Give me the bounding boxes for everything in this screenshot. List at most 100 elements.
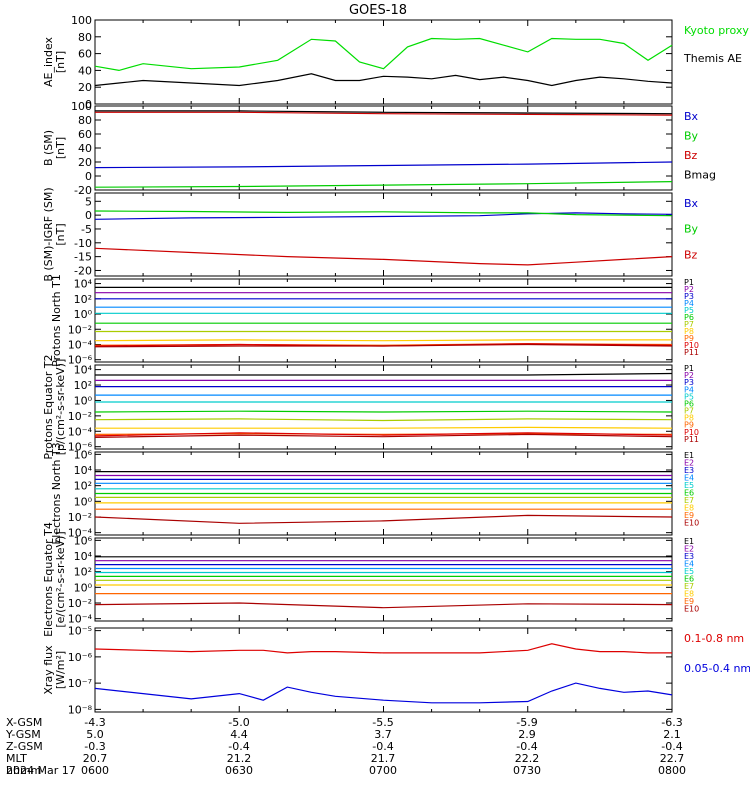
panel-6: 10⁶ 10⁴ 10² 10⁰ 10⁻² 10⁻⁴ Electrons North T3 E1… [50,442,699,544]
series-line-bz [94,247,673,266]
orbit-value: 5.0 [86,728,104,741]
legend-label: P5 [684,306,694,315]
y-axis-unit-label: [p/(cm²-s-sr-keV)] [54,359,67,456]
y-tick-label: 100 [71,14,92,27]
y-tick-label: 10⁻⁶ [68,651,93,664]
legend-label: Bx [684,197,699,210]
series-line-e10 [94,602,673,609]
legend-label: P4 [684,385,694,394]
y-tick-label: 10⁻² [68,597,92,610]
series-line-bx [94,161,673,169]
legend-label: P10 [684,341,699,350]
y-tick-label: 10² [74,566,92,579]
y-axis-unit-label: [e/(cm²-s-sr-keV)] [54,531,67,627]
orbit-row-z-gsm: Z-GSM -0.3 -0.4 -0.4 -0.4 -0.4 [0,740,750,753]
series-line-p8 [95,426,673,429]
legend-label: E5 [684,567,694,576]
y-tick-label: 10² [74,293,92,306]
legend-label: E6 [684,489,694,498]
legend-label: E7 [684,582,694,591]
y-axis-label: B (SM) [42,130,55,166]
legend-label: E2 [684,545,694,554]
legend-label: Bz [684,149,698,162]
y-tick-label: 0 [85,98,92,111]
legend-label: Themis AE [683,52,742,65]
legend-label: 0.05-0.4 nm [684,662,750,675]
y-axis-unit-label: [nT] [54,223,67,245]
legend-label: E8 [684,504,694,513]
y-tick-label: -5 [81,223,92,236]
y-tick-label: 10⁰ [74,581,93,594]
y-tick-label: 10⁴ [74,464,93,477]
series-line-e10 [94,514,673,524]
y-tick-label: 10⁻⁴ [68,338,93,351]
legend-label: By [684,130,699,143]
legend-label: E3 [684,552,694,561]
y-tick-label: 10⁻⁶ [68,441,93,454]
orbit-value: -5.9 [516,716,538,729]
orbit-table: X-GSM -4.3 -5.0 -5.5 -5.9 -6.3 Y-GSM 5.0 4.4 3.7 2… [0,716,750,800]
legend-label: P2 [684,371,694,380]
y-axis-label: B (SM)-IGRF (SM) [42,187,55,281]
y-tick-label: 0 [85,209,92,222]
y-tick-label: 5 [85,195,92,208]
orbit-row-label: X-GSM [6,716,43,729]
orbit-row-x-gsm: X-GSM -4.3 -5.0 -5.5 -5.9 -6.3 [0,716,750,729]
legend-label: P7 [684,320,694,329]
panel-frame [94,19,673,105]
y-tick-label: -15 [74,251,92,264]
panel-frame [94,192,673,277]
y-tick-label: 10⁰ [74,308,93,321]
legend-label: E8 [684,590,694,599]
y-axis-label: Electrons Equator T4 [42,522,55,637]
legend-label: P8 [684,414,694,423]
y-tick-label: 10⁻² [68,410,92,423]
y-tick-label: 60 [78,48,92,61]
y-axis-label: AE_index [42,36,55,87]
legend-label: P11 [684,435,699,444]
series-line-p7 [94,418,673,422]
legend-label: P10 [684,428,699,437]
y-tick-label: 10⁻⁶ [68,354,93,367]
legend-label: P6 [684,313,694,322]
legend-label: E4 [684,474,694,483]
legend-label: P7 [684,407,694,416]
legend-label: P6 [684,399,694,408]
series-line-by [94,181,673,188]
series-line-bz [95,111,673,116]
y-axis-label: Xray flux [42,645,55,695]
y-tick-label: 10⁻⁵ [68,625,92,638]
orbit-value: -0.3 [84,740,106,753]
legend-label: P4 [684,299,694,308]
orbit-value: 0630 [225,764,253,777]
legend-label: E1 [684,537,694,546]
y-tick-label: 10⁻² [68,323,92,336]
y-tick-label: 10⁻⁴ [68,613,93,626]
legend-label: P1 [684,278,694,287]
orbit-row-label: Y-GSM [6,728,41,741]
legend-label: P11 [684,348,699,357]
panel-frame [94,278,673,363]
y-tick-label: 10⁻² [68,511,92,524]
y-tick-label: 10⁴ [74,278,93,291]
legend-label: E1 [684,451,694,460]
y-axis-unit-label: [nT] [54,137,67,159]
orbit-row-y-gsm: Y-GSM 5.0 4.4 3.7 2.9 2.1 [0,728,750,741]
legend-label: E9 [684,597,694,606]
date-label: 2024 Mar 17 [6,764,76,777]
orbit-value: 3.7 [374,728,392,741]
legend-label: E6 [684,575,694,584]
y-tick-label: 80 [78,31,92,44]
y-tick-label: 10⁻⁴ [68,527,93,540]
orbit-value: -5.5 [372,716,394,729]
orbit-value: -4.3 [84,716,106,729]
legend-label: Bmag [684,169,716,182]
orbit-value: -0.4 [661,740,683,753]
y-axis-unit-label: [W/m²] [54,651,67,689]
legend-label: P3 [684,378,694,387]
series-line-0-05-0-4-nm [94,682,673,704]
